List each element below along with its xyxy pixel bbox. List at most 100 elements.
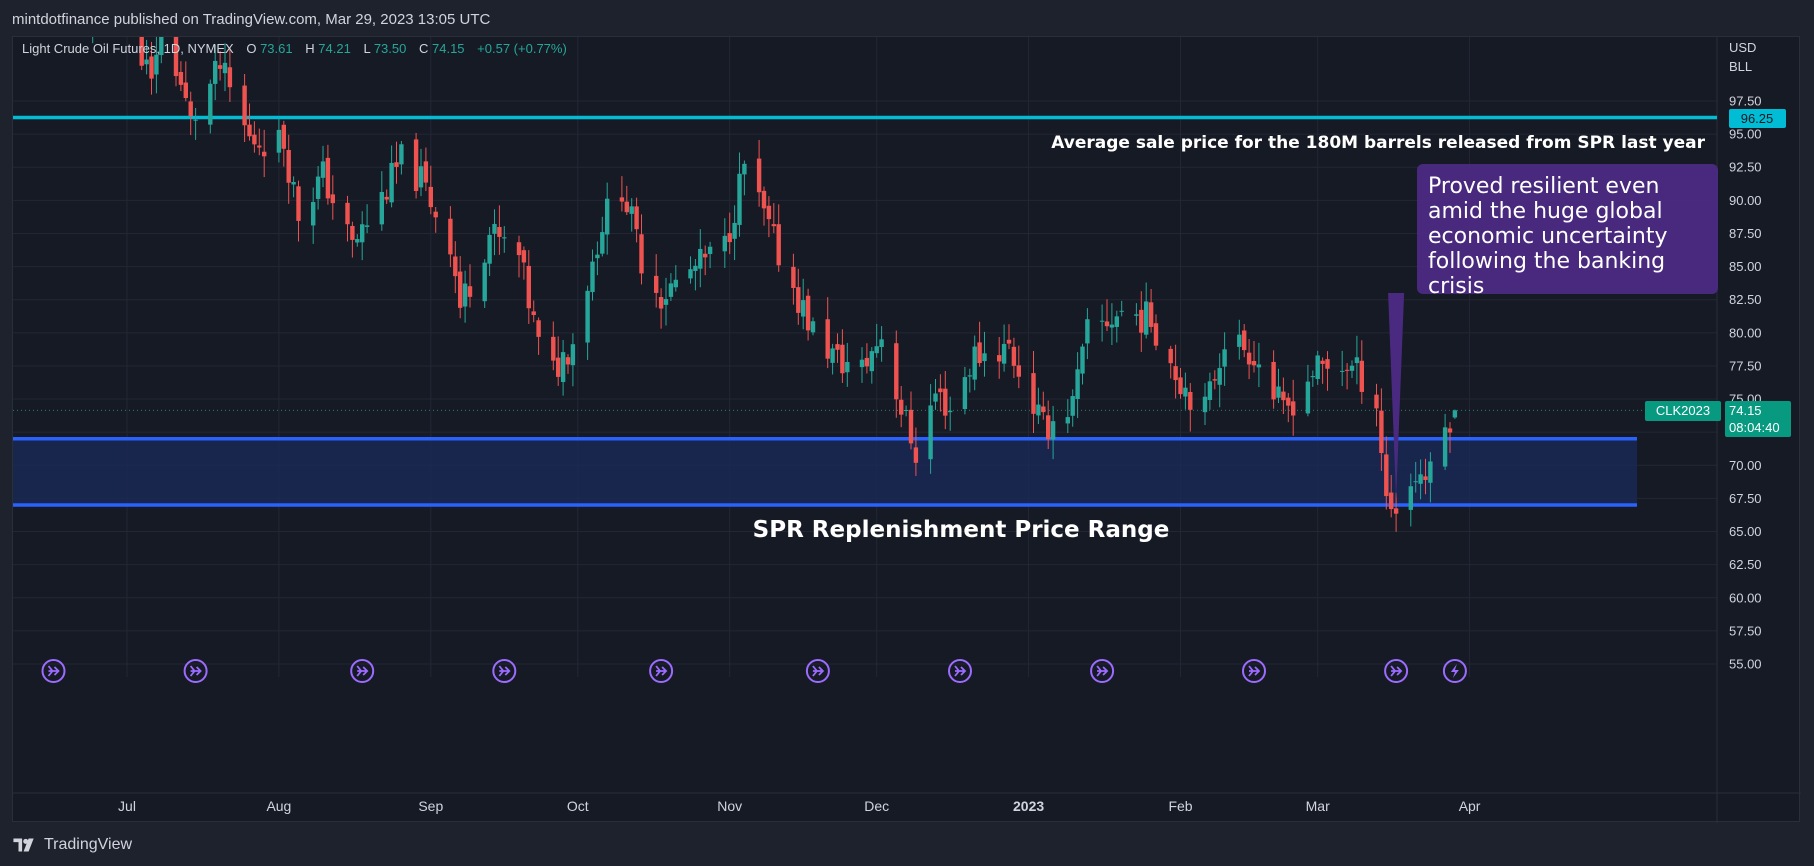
candle[interactable] (565, 354, 571, 374)
candle[interactable] (213, 44, 218, 101)
candle[interactable] (154, 37, 159, 94)
candle[interactable] (840, 329, 845, 383)
candle[interactable] (516, 235, 522, 278)
candle[interactable] (1075, 352, 1080, 419)
candle[interactable] (1114, 310, 1119, 343)
candle[interactable] (159, 37, 164, 64)
candle[interactable] (933, 379, 938, 410)
candle[interactable] (462, 270, 468, 323)
event-arrow-icon[interactable] (649, 659, 674, 683)
candle[interactable] (658, 288, 664, 329)
candle[interactable] (727, 212, 732, 255)
candle[interactable] (1251, 341, 1257, 373)
candle[interactable] (1447, 422, 1453, 453)
chart-frame[interactable]: Average sale price for the 180M barrels … (12, 36, 1801, 823)
candle[interactable] (217, 50, 223, 81)
candle[interactable] (1408, 473, 1413, 527)
candle[interactable] (1183, 372, 1188, 410)
candle[interactable] (825, 297, 830, 369)
candle[interactable] (899, 386, 904, 428)
candle[interactable] (1320, 357, 1325, 384)
candle[interactable] (600, 216, 605, 257)
candle[interactable] (1109, 303, 1115, 346)
candle[interactable] (1036, 387, 1041, 425)
candle[interactable] (1276, 368, 1281, 403)
event-arrow-icon[interactable] (41, 659, 66, 683)
candle[interactable] (296, 180, 301, 242)
candle[interactable] (805, 288, 811, 341)
candle[interactable] (1031, 350, 1036, 433)
candle[interactable] (413, 132, 419, 199)
price-chart[interactable]: Average sale price for the 180M barrels … (13, 37, 1801, 823)
candle[interactable] (1384, 436, 1389, 510)
candle[interactable] (1085, 308, 1090, 360)
candle[interactable] (1344, 363, 1350, 390)
candle[interactable] (320, 145, 326, 188)
candle[interactable] (1340, 350, 1345, 387)
candle[interactable] (1281, 377, 1286, 415)
candle[interactable] (286, 134, 291, 204)
candle[interactable] (1001, 324, 1007, 372)
candle[interactable] (1442, 413, 1448, 470)
candle[interactable] (668, 273, 674, 302)
candle[interactable] (1050, 405, 1056, 460)
candle[interactable] (624, 185, 629, 216)
candle[interactable] (845, 342, 850, 387)
candle[interactable] (1070, 389, 1075, 427)
candle[interactable] (1374, 383, 1379, 427)
candle[interactable] (551, 321, 556, 371)
candle[interactable] (1217, 353, 1222, 408)
candle[interactable] (399, 140, 404, 175)
candle[interactable] (722, 218, 727, 268)
candle[interactable] (536, 317, 541, 355)
candle[interactable] (497, 205, 502, 255)
candle[interactable] (761, 186, 767, 226)
candle[interactable] (629, 198, 634, 232)
candle[interactable] (1393, 492, 1399, 532)
candle[interactable] (908, 391, 914, 450)
candle[interactable] (796, 268, 801, 325)
candle[interactable] (291, 176, 296, 198)
candle[interactable] (1006, 324, 1012, 350)
candle[interactable] (193, 107, 198, 140)
candle[interactable] (227, 47, 233, 102)
event-arrow-icon[interactable] (1090, 659, 1115, 683)
candle[interactable] (453, 241, 458, 294)
candle[interactable] (879, 326, 884, 362)
candle[interactable] (1011, 337, 1017, 379)
candle[interactable] (311, 187, 316, 244)
candle[interactable] (1315, 350, 1320, 385)
candle[interactable] (222, 43, 228, 92)
candle[interactable] (379, 171, 384, 231)
event-bolt-icon[interactable] (1442, 659, 1467, 683)
candle[interactable] (1202, 383, 1208, 426)
candle[interactable] (1080, 343, 1085, 385)
candle[interactable] (1046, 400, 1051, 450)
candle[interactable] (1016, 345, 1021, 389)
candle[interactable] (982, 331, 987, 377)
candle[interactable] (178, 61, 184, 92)
candle[interactable] (208, 79, 213, 134)
candle[interactable] (943, 370, 948, 430)
candle[interactable] (1188, 383, 1193, 432)
candle[interactable] (487, 226, 492, 277)
candle[interactable] (139, 37, 144, 71)
candle[interactable] (1242, 324, 1247, 358)
candle[interactable] (183, 61, 188, 102)
candle[interactable] (570, 333, 576, 387)
candle[interactable] (428, 165, 433, 215)
candle[interactable] (1428, 452, 1433, 503)
candle[interactable] (938, 374, 943, 412)
candle[interactable] (1413, 461, 1418, 493)
candle[interactable] (830, 343, 835, 375)
candle[interactable] (605, 182, 610, 255)
candle[interactable] (1246, 339, 1252, 380)
candle[interactable] (448, 206, 453, 268)
candle[interactable] (1041, 391, 1046, 420)
candle[interactable] (355, 234, 360, 247)
candle[interactable] (894, 330, 899, 418)
candle[interactable] (173, 37, 179, 87)
candle[interactable] (1144, 282, 1149, 339)
candle[interactable] (1237, 319, 1242, 360)
price-axis[interactable]: USD BLL 97.50 95.00 92.50 90.00 87.50 85.00 82… (1729, 40, 1762, 672)
